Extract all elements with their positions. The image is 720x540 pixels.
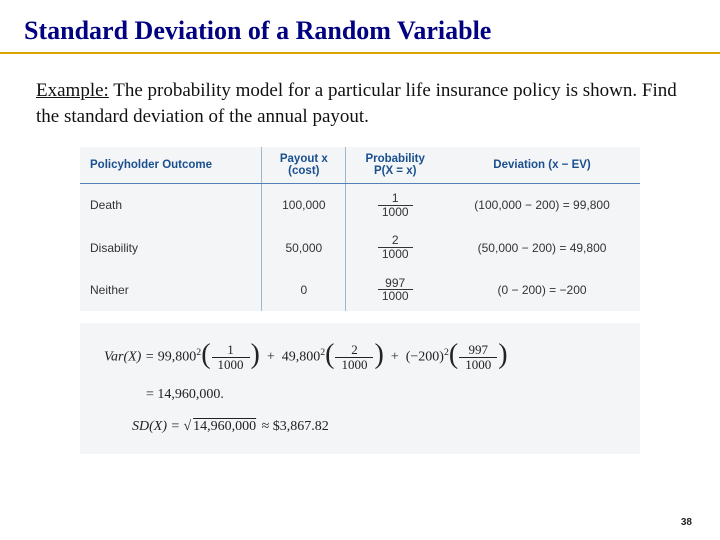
cell-payout: 0 <box>262 269 346 311</box>
fraction: 2 1000 <box>378 234 413 260</box>
cell-probability: 1 1000 <box>346 184 444 227</box>
fraction-num: 997 <box>378 277 413 291</box>
col-payout-l2: (cost) <box>288 165 319 177</box>
cell-deviation: (0 − 200) = −200 <box>444 269 640 311</box>
paren: 21000 <box>325 335 384 380</box>
cell-outcome: Death <box>80 184 262 227</box>
t3-n: 997 <box>459 343 497 358</box>
t3-d: 1000 <box>459 358 497 372</box>
fraction: 1 1000 <box>378 192 413 218</box>
fraction-den: 1000 <box>378 248 413 261</box>
example-label: Example: <box>36 80 109 101</box>
col-prob-l2: P(X = x) <box>374 165 417 177</box>
cell-deviation: (100,000 − 200) = 99,800 <box>444 184 640 227</box>
var-label: Var(X) = <box>104 349 158 364</box>
t1-d: 1000 <box>212 358 250 372</box>
cell-outcome: Neither <box>80 269 262 311</box>
fraction-num: 1 <box>378 192 413 206</box>
cell-deviation: (50,000 − 200) = 49,800 <box>444 226 640 268</box>
table-row: Death 100,000 1 1000 (100,000 − 200) = 9… <box>80 184 640 227</box>
term2-base: 49,800 <box>282 349 321 364</box>
probability-table-panel: Policyholder Outcome Payout x (cost) Pro… <box>80 147 640 311</box>
probability-table: Policyholder Outcome Payout x (cost) Pro… <box>80 147 640 311</box>
col-payout: Payout x (cost) <box>262 147 346 184</box>
sd-expression: SD(X) = √14,960,000 ≈ $3,867.82 <box>104 416 622 438</box>
fraction-den: 1000 <box>378 290 413 303</box>
term3-base: (−200) <box>406 349 444 364</box>
page-number: 38 <box>681 517 692 528</box>
sd-result: ≈ $3,867.82 <box>258 419 329 434</box>
col-payout-l1: Payout x <box>280 153 328 165</box>
table-row: Neither 0 997 1000 (0 − 200) = −200 <box>80 269 640 311</box>
fraction-num: 2 <box>378 234 413 248</box>
calculation-panel: Var(X) = 99,800211000 + 49,800221000 + (… <box>80 323 640 455</box>
cell-probability: 997 1000 <box>346 269 444 311</box>
col-prob-l1: Probability <box>365 153 424 165</box>
term1-base: 99,800 <box>158 349 197 364</box>
sd-radicand: 14,960,000 <box>191 419 258 434</box>
t2-n: 2 <box>335 343 373 358</box>
t2-d: 1000 <box>335 358 373 372</box>
cell-payout: 100,000 <box>262 184 346 227</box>
cell-outcome: Disability <box>80 226 262 268</box>
paren: 11000 <box>201 335 260 380</box>
col-outcome: Policyholder Outcome <box>80 147 262 184</box>
example-paragraph: Example: The probability model for a par… <box>0 78 720 141</box>
t1-n: 1 <box>212 343 250 358</box>
cell-probability: 2 1000 <box>346 226 444 268</box>
cell-payout: 50,000 <box>262 226 346 268</box>
col-deviation: Deviation (x − EV) <box>444 147 640 184</box>
table-header-row: Policyholder Outcome Payout x (cost) Pro… <box>80 147 640 184</box>
example-text: The probability model for a particular l… <box>36 80 677 127</box>
col-probability: Probability P(X = x) <box>346 147 444 184</box>
variance-expression: Var(X) = 99,800211000 + 49,800221000 + (… <box>104 335 622 380</box>
paren: 9971000 <box>449 335 508 380</box>
sd-label: SD(X) = <box>132 419 183 434</box>
slide-title: Standard Deviation of a Random Variable <box>0 0 720 54</box>
fraction-den: 1000 <box>378 206 413 219</box>
variance-result: = 14,960,000. <box>104 384 622 406</box>
fraction: 997 1000 <box>378 277 413 303</box>
table-row: Disability 50,000 2 1000 (50,000 − 200) … <box>80 226 640 268</box>
